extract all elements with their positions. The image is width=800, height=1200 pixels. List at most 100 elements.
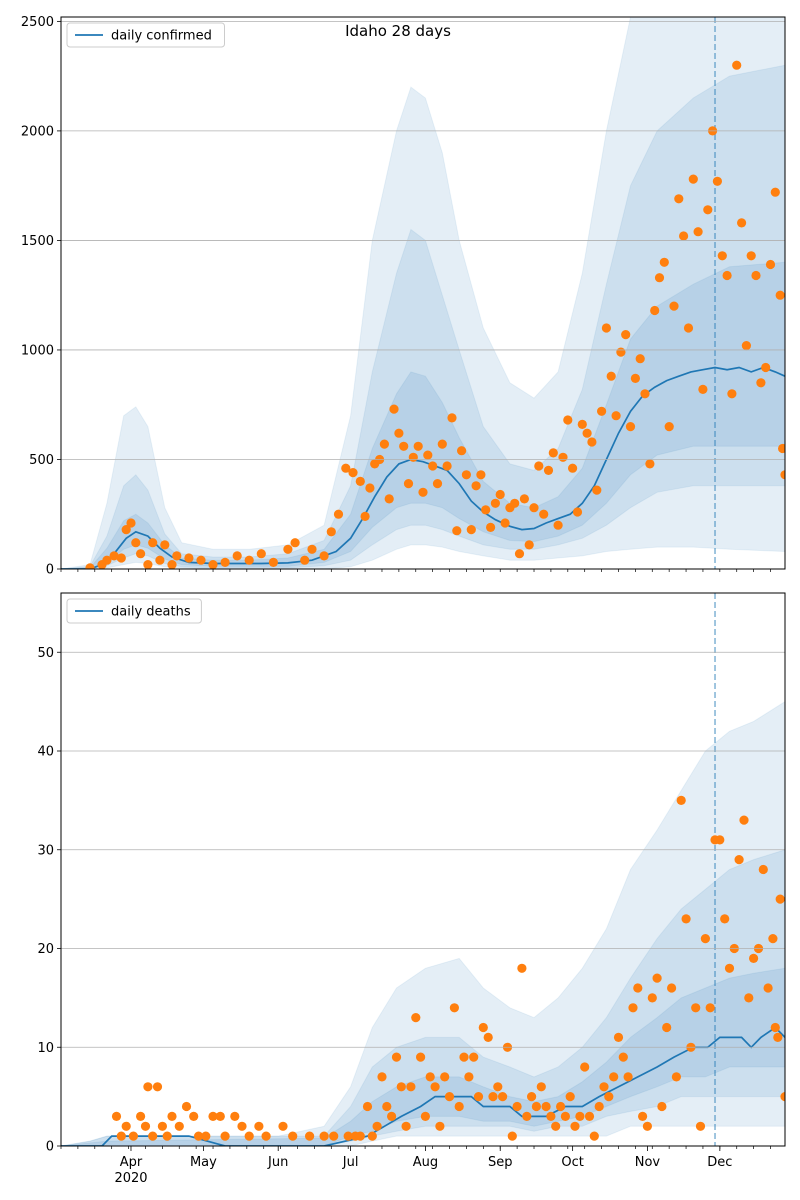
observed-point: [507, 1131, 517, 1141]
observed-point: [543, 465, 554, 475]
observed-point: [599, 1082, 609, 1092]
observed-point: [703, 205, 713, 215]
observed-point: [662, 1022, 672, 1033]
observed-point: [157, 1121, 167, 1131]
observed-point: [597, 406, 607, 416]
observed-point: [319, 1131, 329, 1141]
observed-point: [625, 422, 636, 432]
observed-point: [768, 934, 778, 944]
xtick-label: Apr: [120, 1155, 143, 1170]
observed-point: [126, 518, 136, 528]
observed-point: [425, 1072, 435, 1082]
observed-point: [367, 1131, 377, 1141]
observed-point: [174, 1121, 184, 1131]
observed-point: [261, 1131, 271, 1141]
observed-point: [116, 1131, 126, 1141]
observed-point: [162, 1131, 172, 1141]
observed-point: [416, 1052, 426, 1062]
observed-point: [160, 540, 170, 550]
observed-point: [604, 1092, 614, 1102]
observed-point: [391, 1052, 402, 1062]
observed-point: [529, 503, 539, 513]
observed-point: [548, 448, 558, 458]
observed-point: [329, 1131, 339, 1141]
observed-point: [184, 553, 194, 563]
observed-point: [319, 551, 329, 561]
confirmed-panel: 0 500 1000 1500 2000 2500 daily confirmed: [21, 15, 786, 578]
observed-point: [172, 551, 182, 561]
observed-point: [355, 476, 365, 486]
observed-point: [181, 1101, 192, 1112]
observed-point: [403, 479, 414, 489]
observed-point: [715, 835, 725, 845]
legend: daily confirmed: [66, 22, 225, 48]
observed-point: [741, 341, 752, 351]
observed-point: [148, 1131, 158, 1141]
uncertainty-band-middle: [61, 64, 785, 569]
observed-point: [278, 1121, 288, 1131]
observed-point: [512, 1101, 522, 1112]
observed-point: [444, 1092, 455, 1102]
observed-point: [459, 1052, 469, 1062]
observed-point: [647, 993, 657, 1003]
observed-point: [478, 1022, 488, 1033]
observed-point: [657, 1101, 667, 1112]
observed-point: [143, 1082, 153, 1092]
observed-point: [121, 1121, 131, 1131]
observed-point: [428, 461, 438, 471]
observed-point: [396, 1082, 406, 1092]
observed-point: [326, 527, 336, 537]
observed-point: [408, 452, 418, 462]
observed-point: [727, 389, 737, 399]
observed-point: [556, 1101, 566, 1112]
observed-point: [683, 323, 694, 333]
axes-frame: [60, 16, 786, 570]
observed-point: [155, 555, 165, 565]
uncertainty-band-middle: [61, 849, 785, 1146]
observed-point: [449, 1003, 459, 1013]
observed-point: [524, 540, 534, 550]
observed-point: [109, 551, 119, 561]
xtick-label: Sep: [488, 1155, 513, 1170]
plot-area: [61, 17, 785, 569]
observed-point: [215, 1111, 225, 1121]
observed-point: [481, 505, 491, 515]
observed-point: [558, 452, 568, 462]
observed-point: [664, 422, 674, 432]
observed-point: [167, 560, 177, 569]
observed-point: [737, 218, 747, 228]
observed-point: [724, 963, 735, 973]
observed-point: [389, 404, 399, 414]
observed-point: [394, 428, 404, 438]
chart-title: Idaho 28 days: [345, 22, 451, 40]
observed-point: [676, 795, 686, 806]
xtick-label: Jun: [267, 1155, 288, 1170]
observed-point: [534, 461, 544, 471]
observed-point: [609, 1072, 619, 1082]
observed-point: [705, 1003, 715, 1013]
observed-point: [650, 305, 660, 316]
legend-box: [66, 22, 225, 48]
observed-point: [131, 538, 141, 548]
observed-point: [343, 1131, 353, 1141]
observed-point: [435, 1121, 445, 1131]
observed-point: [268, 557, 278, 568]
observed-point: [575, 1111, 585, 1121]
observed-point: [365, 483, 375, 493]
observed-point: [770, 1022, 780, 1033]
observed-point: [671, 1072, 682, 1082]
observed-point: [420, 1111, 430, 1121]
observed-point: [411, 1013, 421, 1023]
observed-point: [333, 509, 344, 519]
ytick-label: 1000: [21, 343, 54, 358]
observed-point: [587, 437, 597, 447]
observed-point: [377, 1072, 387, 1082]
observed-point: [669, 301, 679, 311]
observed-point: [621, 330, 631, 340]
ytick-label: 2000: [21, 124, 54, 139]
observed-point: [640, 389, 650, 399]
observed-point: [638, 1111, 648, 1121]
observed-point: [488, 1092, 498, 1102]
observed-point: [469, 1052, 479, 1062]
